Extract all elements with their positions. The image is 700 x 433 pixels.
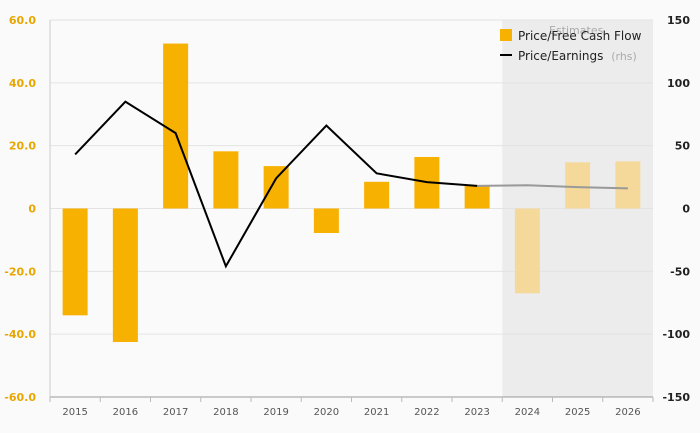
legend-line-label: Price/Earnings [518,49,603,63]
line-series-estimate [477,184,628,190]
bar-2026 [615,161,641,209]
bar-2023 [464,185,490,209]
x-tick-label: 2018 [213,407,238,418]
y-left-tick-label: 0 [28,203,36,216]
bar-2016 [112,208,138,343]
bar-2020 [313,208,339,234]
x-tick-label: 2019 [263,407,288,418]
y-right-tick-label: -50 [670,265,690,278]
y-left-tick-label: -60.0 [4,391,36,404]
axis-layer: 60.0 40.0 20.0 0 -20.0 -40.0 -60.0 150 100 50 0 -50… [4,14,690,418]
x-tick-label: 2020 [314,407,339,418]
y-right-tick-label: -100 [662,328,690,341]
bar-2018 [213,151,239,209]
y-left-tick-label: 40.0 [9,77,36,90]
x-tick-label: 2015 [62,407,87,418]
bar-2021 [364,181,390,209]
x-tick-label: 2017 [163,407,188,418]
legend-bar-swatch [500,29,512,41]
x-tick-label: 2023 [464,407,489,418]
x-tick-label: 2016 [113,407,138,418]
legend: Estimates Price/Free Cash Flow Price/Ear… [500,24,642,63]
y-left-tick-label: -40.0 [4,328,36,341]
bar-2015 [62,208,88,316]
x-tick-label: 2024 [515,407,540,418]
bar-2024 [514,208,540,294]
y-left-tick-label: 60.0 [9,14,36,27]
bar-layer [62,43,641,343]
y-right-tick-label: -150 [662,391,690,404]
line-series-actual [74,100,478,269]
y-right-tick-label: 150 [667,14,690,27]
y-left-tick-label: -20.0 [4,265,36,278]
bar-2025 [565,162,591,209]
x-tick-label: 2022 [414,407,439,418]
y-right-tick-label: 100 [667,77,690,90]
y-left-tick-label: 20.0 [9,140,36,153]
x-tick-label: 2026 [615,407,640,418]
bar-2017 [163,43,189,209]
y-right-tick-label: 50 [675,140,691,153]
line-layer [74,100,628,269]
bar-2019 [263,166,289,209]
estimate-label: Estimates [549,24,604,37]
x-tick-label: 2025 [565,407,590,418]
y-right-tick-label: 0 [682,203,690,216]
legend-bar-label: Price/Free Cash Flow [518,29,642,43]
svg-text:Price/Earnings (rhs): Price/Earnings (rhs) [518,49,637,63]
x-tick-label: 2021 [364,407,389,418]
legend-line-suffix: (rhs) [611,50,637,63]
